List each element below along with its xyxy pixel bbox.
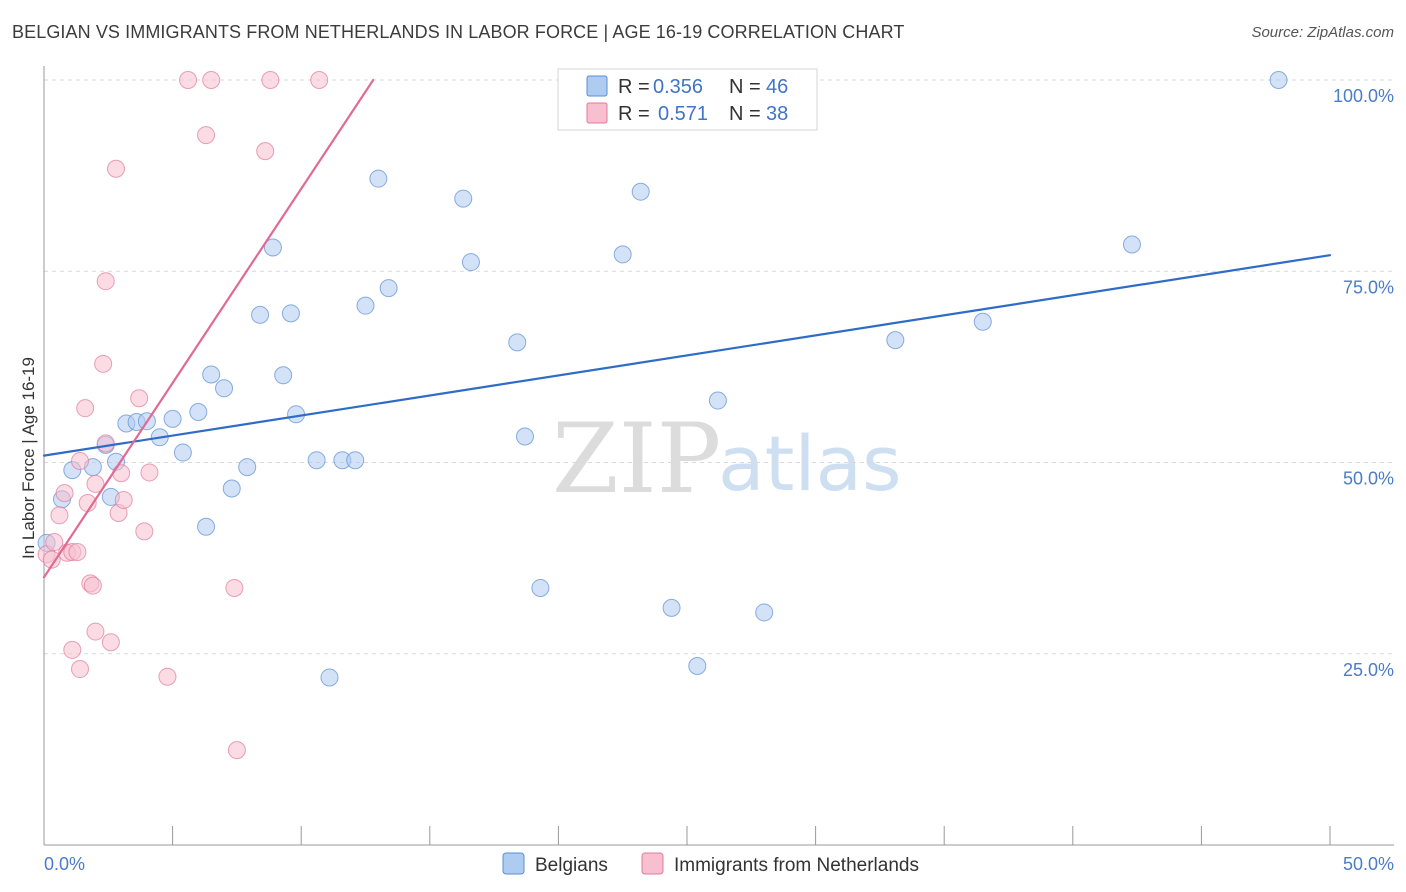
bottom-legend-belgians: Belgians	[535, 855, 608, 876]
belgian-point	[515, 427, 534, 446]
belgian-point	[202, 365, 221, 384]
belgian-point	[197, 517, 216, 536]
belgian-point	[662, 598, 681, 617]
belgian-point	[461, 253, 480, 272]
watermark-atlas: atlas	[718, 419, 902, 508]
bottom-legend-swatch-netherlands	[641, 852, 664, 875]
netherlands-point	[179, 71, 198, 89]
netherlands-point	[225, 578, 244, 597]
netherlands-point	[256, 142, 275, 161]
bottom-legend-swatch-belgians	[502, 852, 525, 875]
correlation-legend: R = 0.356 N = 46 R = 0.571 N = 38	[557, 68, 818, 131]
netherlands-point	[310, 71, 329, 89]
x-tick-label-max: 50.0%	[1343, 854, 1394, 874]
netherlands-point	[86, 474, 105, 493]
netherlands-point	[130, 389, 149, 408]
belgian-point	[1122, 235, 1141, 254]
netherlands-point	[112, 464, 131, 483]
belgian-point	[688, 656, 707, 675]
netherlands-point	[261, 71, 280, 89]
belgian-point	[973, 312, 992, 331]
belgian-point	[379, 279, 398, 298]
netherlands-point	[83, 576, 102, 595]
netherlands-point	[197, 126, 216, 145]
source-label: Source: ZipAtlas.com	[1251, 24, 1394, 41]
netherlands-point	[96, 434, 115, 453]
legend-n-label-belgians: N =	[729, 76, 761, 98]
series-legend: Belgians Immigrants from Netherlands	[502, 852, 919, 876]
netherlands-point	[71, 660, 90, 679]
belgian-point	[631, 182, 650, 201]
y-tick-label: 25.0%	[1343, 660, 1394, 680]
belgian-point	[173, 443, 192, 462]
belgian-point	[613, 245, 632, 264]
belgian-point	[307, 451, 326, 470]
grid	[44, 79, 1394, 655]
watermark-zip: ZIP	[552, 403, 721, 515]
y-tick-label: 100.0%	[1333, 86, 1394, 106]
belgian-point	[708, 391, 727, 410]
legend-n-label-netherlands: N =	[729, 103, 761, 125]
belgian-point	[320, 668, 339, 687]
belgian-point	[356, 296, 375, 315]
netherlands-point	[94, 354, 113, 373]
netherlands-point	[107, 159, 126, 178]
belgian-point	[251, 305, 270, 324]
legend-r-label-belgians: R =	[618, 76, 650, 98]
x-tick-label-min: 0.0%	[44, 854, 85, 874]
belgian-point	[508, 333, 527, 352]
netherlands-point	[76, 399, 95, 418]
belgian-point	[238, 458, 257, 477]
netherlands-trend-line	[42, 78, 375, 579]
belgian-point	[274, 366, 293, 385]
belgian-point	[281, 304, 300, 323]
belgians-trend-line	[42, 254, 1332, 457]
belgian-point	[454, 189, 473, 208]
netherlands-point	[63, 640, 82, 659]
y-tick-label: 50.0%	[1343, 469, 1394, 489]
netherlands-point	[96, 272, 115, 291]
legend-n-value-netherlands: 38	[766, 103, 788, 125]
netherlands-point	[202, 71, 221, 89]
trend-lines	[42, 78, 1332, 579]
netherlands-point	[140, 463, 159, 482]
belgian-point	[189, 403, 208, 422]
y-axis-title: In Labor Force | Age 16-19	[19, 357, 38, 559]
netherlands-point	[86, 622, 105, 641]
belgian-point	[531, 578, 550, 597]
belgian-point	[755, 603, 774, 622]
legend-swatch-netherlands	[586, 102, 608, 124]
netherlands-point	[158, 667, 177, 686]
belgian-point	[346, 451, 365, 470]
netherlands-point	[42, 550, 61, 569]
belgian-point	[163, 409, 182, 428]
legend-r-value-netherlands: 0.571	[658, 103, 708, 125]
netherlands-point	[68, 543, 87, 562]
netherlands-point	[227, 741, 246, 760]
legend-r-value-belgians: 0.356	[653, 76, 703, 98]
belgian-point	[369, 169, 388, 188]
netherlands-point	[45, 533, 64, 552]
netherlands-point	[135, 522, 154, 541]
belgian-point	[263, 238, 282, 257]
netherlands-point	[55, 484, 74, 503]
legend-n-value-belgians: 46	[766, 76, 788, 98]
legend-swatch-belgians	[586, 75, 608, 97]
belgian-point	[222, 479, 241, 498]
belgian-point	[215, 379, 234, 398]
data-points	[37, 71, 1288, 760]
netherlands-point	[114, 490, 133, 509]
netherlands-point	[101, 633, 120, 652]
bottom-legend-netherlands: Immigrants from Netherlands	[674, 855, 919, 876]
y-tick-label: 75.0%	[1343, 277, 1394, 297]
legend-r-label-netherlands: R =	[618, 103, 650, 125]
chart-title: BELGIAN VS IMMIGRANTS FROM NETHERLANDS I…	[12, 22, 905, 42]
belgian-point	[886, 331, 905, 350]
belgian-point	[1269, 71, 1288, 89]
netherlands-point	[71, 451, 90, 470]
netherlands-point	[50, 506, 69, 525]
